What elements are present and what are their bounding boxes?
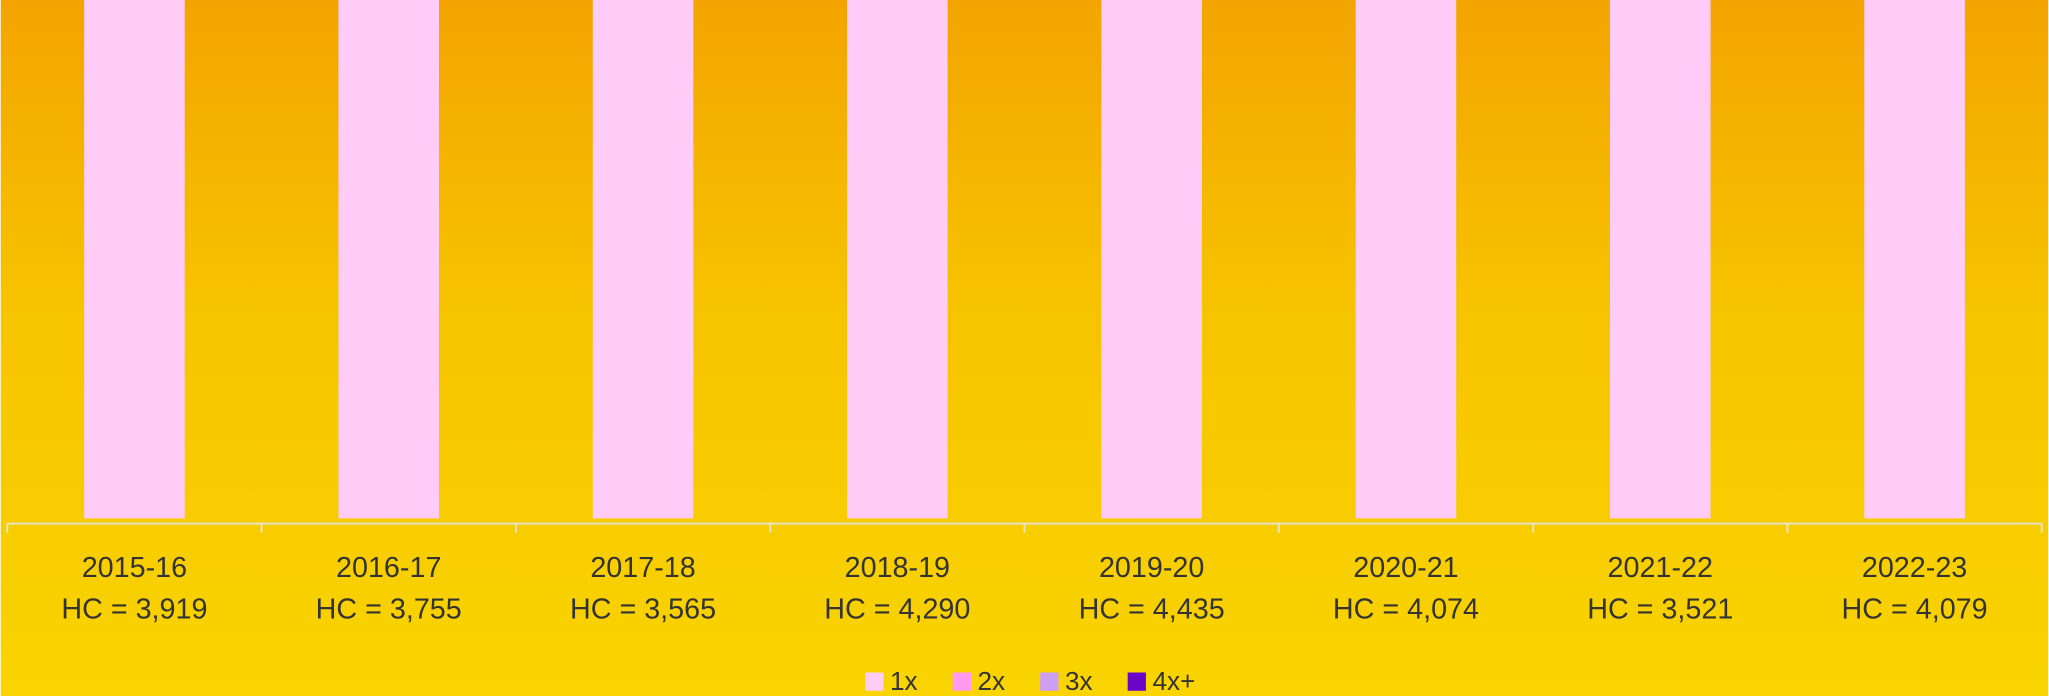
x-tick-label: 2022-23 xyxy=(1862,552,1967,584)
bar-segment xyxy=(1101,0,1202,519)
legend-swatch xyxy=(952,672,971,691)
bar-segment xyxy=(1355,0,1457,519)
x-tick-label: 2020-21 xyxy=(1353,552,1458,584)
legend-label: 4x+ xyxy=(1152,666,1195,696)
bar-segment xyxy=(1864,0,1965,519)
legend-swatch xyxy=(1127,672,1146,691)
bar-segment xyxy=(847,0,948,519)
legend-label: 3x xyxy=(1065,666,1093,696)
legend-label: 2x xyxy=(977,666,1005,696)
bar-segment xyxy=(1609,0,1711,519)
legend-swatch xyxy=(865,672,884,691)
x-tick-label: HC = 3,565 xyxy=(570,594,716,626)
x-tick-label: 2021-22 xyxy=(1608,552,1713,584)
bar-segment xyxy=(592,0,694,519)
legend-swatch xyxy=(1040,672,1059,691)
x-tick-label: 2018-19 xyxy=(845,552,950,584)
legend-label: 1x xyxy=(890,666,918,696)
bar-segment xyxy=(338,0,440,519)
x-tick-label: 2015-16 xyxy=(82,552,187,584)
x-tick-label: HC = 4,290 xyxy=(824,594,970,626)
x-tick-label: HC = 3,755 xyxy=(316,594,462,626)
x-tick-label: HC = 3,521 xyxy=(1587,594,1733,626)
x-tick-label: 2019-20 xyxy=(1099,552,1204,584)
bar-segment xyxy=(84,0,185,519)
x-tick-label: HC = 4,435 xyxy=(1079,594,1225,626)
x-tick-label: 2016-17 xyxy=(336,552,441,584)
x-tick-label: HC = 3,919 xyxy=(61,594,207,626)
x-tick-label: HC = 4,074 xyxy=(1333,594,1479,626)
x-tick-label: HC = 4,079 xyxy=(1842,594,1988,626)
x-tick-label: 2017-18 xyxy=(590,552,695,584)
